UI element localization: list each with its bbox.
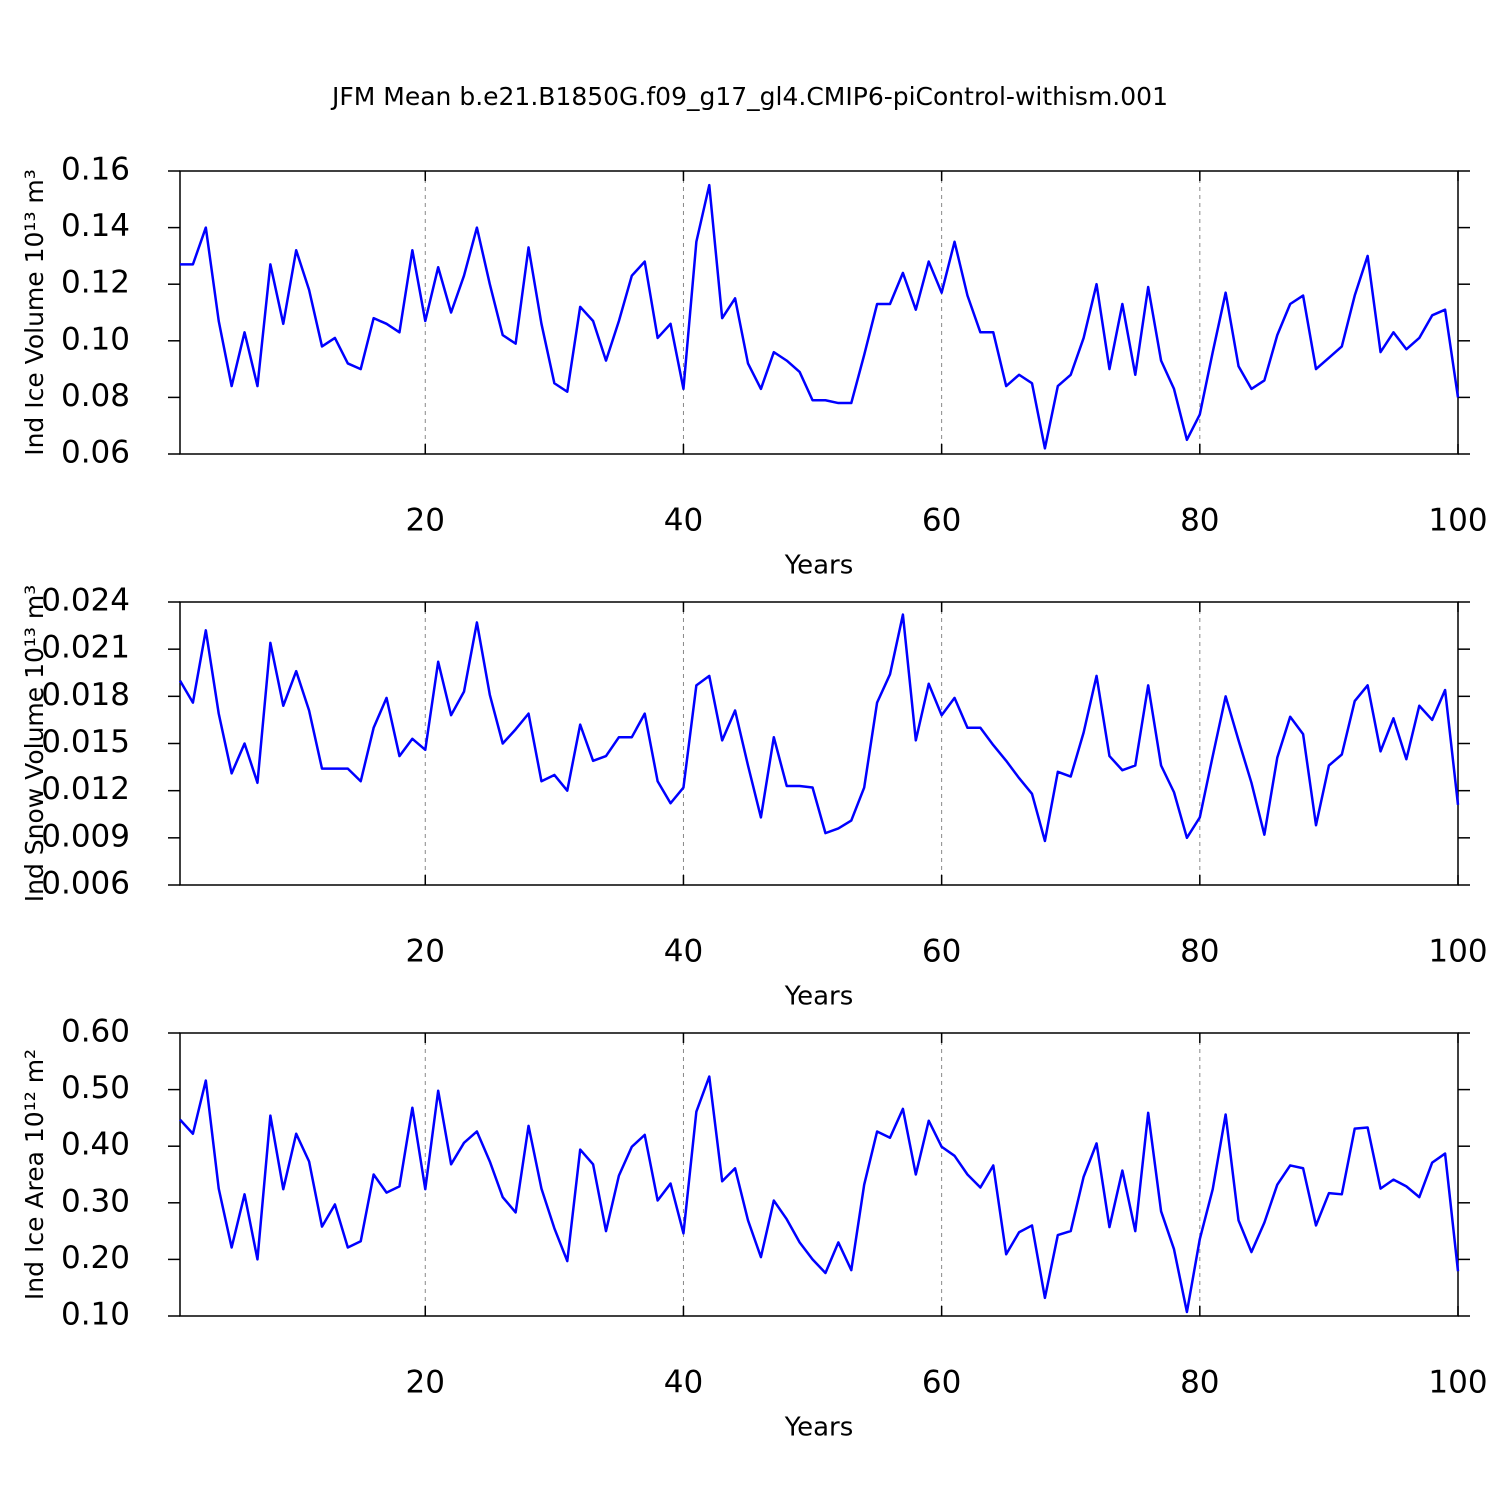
plot-frame <box>179 1032 1459 1317</box>
y-tick-label: 0.12 <box>61 265 130 301</box>
y-tick-label: 0.14 <box>61 208 130 244</box>
x-tick-label: 80 <box>1180 503 1219 539</box>
x-tick-label: 20 <box>406 1365 445 1401</box>
x-tick-label: 60 <box>922 934 961 970</box>
y-tick-label: 0.024 <box>41 583 130 619</box>
y-axis-label: Ind Ice Volume 10¹³ m³ <box>20 169 49 456</box>
x-tick-label: 20 <box>406 934 445 970</box>
x-tick-label: 20 <box>406 503 445 539</box>
y-tick-label: 0.08 <box>61 378 130 414</box>
y-tick-label: 0.021 <box>41 630 130 666</box>
data-line <box>178 613 1460 843</box>
y-tick-label: 0.06 <box>61 435 130 471</box>
x-tick-label: 80 <box>1180 1365 1219 1401</box>
y-tick-label: 0.16 <box>61 152 130 188</box>
y-tick-label: 0.006 <box>41 866 130 902</box>
x-axis-label: Years <box>784 551 854 581</box>
x-tick-label: 100 <box>1428 934 1487 970</box>
y-tick-label: 0.018 <box>41 677 130 713</box>
y-tick-label: 0.30 <box>61 1183 130 1219</box>
x-tick-label: 100 <box>1428 503 1487 539</box>
plot-frame <box>179 601 1459 886</box>
x-axis-label: Years <box>784 982 854 1012</box>
x-axis-label: Years <box>784 1413 854 1443</box>
y-tick-label: 0.10 <box>61 321 130 357</box>
y-tick-label: 0.20 <box>61 1240 130 1276</box>
plot-frame <box>179 170 1459 455</box>
y-axis-label: Ind Ice Area 10¹² m² <box>20 1049 49 1300</box>
x-tick-label: 40 <box>664 503 703 539</box>
chart-title: JFM Mean b.e21.B1850G.f09_g17_gl4.CMIP6-… <box>330 82 1168 111</box>
x-tick-label: 40 <box>664 1365 703 1401</box>
y-axis-label: Ind Snow Volume 10¹³ m³ <box>20 585 49 903</box>
y-tick-label: 0.10 <box>61 1297 130 1333</box>
y-tick-label: 0.50 <box>61 1070 130 1106</box>
x-tick-label: 60 <box>922 1365 961 1401</box>
x-tick-label: 80 <box>1180 934 1219 970</box>
x-tick-label: 100 <box>1428 1365 1487 1401</box>
x-tick-label: 40 <box>664 934 703 970</box>
y-tick-label: 0.015 <box>41 724 130 760</box>
y-tick-label: 0.009 <box>41 818 130 854</box>
data-line <box>180 183 1460 450</box>
y-tick-label: 0.60 <box>61 1014 130 1050</box>
x-tick-label: 60 <box>922 503 961 539</box>
data-line <box>179 1075 1460 1314</box>
y-tick-label: 0.40 <box>61 1127 130 1163</box>
y-tick-label: 0.012 <box>41 771 130 807</box>
